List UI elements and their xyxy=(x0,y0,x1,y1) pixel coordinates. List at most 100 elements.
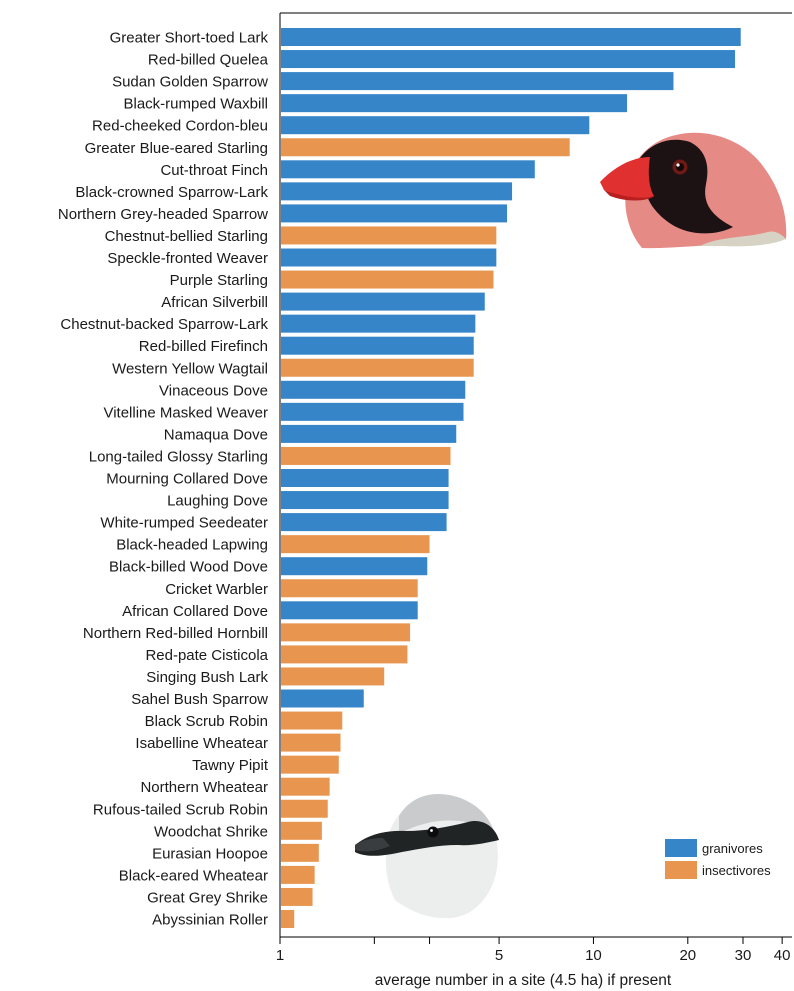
category-label: Namaqua Dove xyxy=(164,426,268,443)
category-label: Mourning Collared Dove xyxy=(106,471,268,488)
bar-34 xyxy=(281,777,330,796)
bar-36 xyxy=(281,821,322,840)
category-label: Laughing Dove xyxy=(167,493,268,510)
bar-40 xyxy=(281,910,295,928)
category-label: Western Yellow Wagtail xyxy=(112,360,268,377)
bar-20 xyxy=(281,469,449,487)
category-label: Long-tailed Glossy Starling xyxy=(89,448,268,465)
bar-8 xyxy=(281,204,508,223)
x-axis-title: average number in a site (4.5 ha) if pre… xyxy=(375,972,672,989)
category-label: Red-billed Quelea xyxy=(148,52,269,69)
bar-22 xyxy=(281,513,447,532)
legend-swatch-granivores xyxy=(665,839,697,857)
category-label: Greater Short-toed Lark xyxy=(110,30,269,47)
bar-28 xyxy=(281,645,408,664)
bar-3 xyxy=(281,94,628,113)
bar-27 xyxy=(281,623,411,642)
category-label: Woodchat Shrike xyxy=(154,823,268,840)
category-label: Chestnut-backed Sparrow-Lark xyxy=(60,316,268,333)
category-label: Sahel Bush Sparrow xyxy=(131,691,268,708)
bar-23 xyxy=(281,535,430,554)
bar-9 xyxy=(281,226,497,245)
category-label: Sudan Golden Sparrow xyxy=(112,74,268,91)
bar-31 xyxy=(281,711,343,730)
bar-30 xyxy=(281,689,364,708)
category-label: Rufous-tailed Scrub Robin xyxy=(93,801,268,818)
axes-layer: 1 5 10 20 30 40 xyxy=(276,12,792,964)
x-tick-label: 10 xyxy=(585,947,602,964)
bar-26 xyxy=(281,601,418,620)
category-label: Tawny Pipit xyxy=(192,757,269,774)
category-label: Cricket Warbler xyxy=(165,581,268,598)
bar-6 xyxy=(281,160,535,179)
bar-38 xyxy=(281,865,315,884)
x-tick-label: 40 xyxy=(774,947,791,964)
bar-7 xyxy=(281,182,513,201)
category-label: Speckle-fronted Weaver xyxy=(107,250,268,267)
category-label: Black-billed Wood Dove xyxy=(109,559,268,576)
legend-label-granivores: granivores xyxy=(702,841,763,856)
category-label: Red-cheeked Cordon-bleu xyxy=(92,118,268,135)
quelea-head-illustration xyxy=(600,132,787,249)
x-tick-label: 30 xyxy=(735,947,752,964)
bar-21 xyxy=(281,491,449,510)
category-label: Red-pate Cisticola xyxy=(145,647,268,664)
bar-15 xyxy=(281,358,474,377)
bars-layer xyxy=(281,28,741,928)
category-label: African Collared Dove xyxy=(122,603,268,620)
bar-35 xyxy=(281,799,328,818)
bar-19 xyxy=(281,446,451,465)
category-label: Singing Bush Lark xyxy=(146,669,268,686)
category-label: Purple Starling xyxy=(170,272,268,289)
legend-label-insectivores: insectivores xyxy=(702,863,771,878)
bar-10 xyxy=(281,248,497,267)
bar-13 xyxy=(281,314,476,333)
category-label: Greater Blue-eared Starling xyxy=(85,140,268,157)
bar-25 xyxy=(281,579,418,598)
legend-swatch-insectivores xyxy=(665,861,697,879)
bar-37 xyxy=(281,843,319,862)
x-tick-label: 20 xyxy=(679,947,696,964)
category-label: Abyssinian Roller xyxy=(152,912,268,929)
category-label: Vitelline Masked Weaver xyxy=(103,404,268,421)
category-label: Red-billed Firefinch xyxy=(139,338,268,355)
bar-11 xyxy=(281,270,494,289)
bar-17 xyxy=(281,402,464,421)
category-label: Northern Wheatear xyxy=(140,779,268,796)
bar-14 xyxy=(281,336,474,355)
bar-0 xyxy=(281,28,741,46)
bar-4 xyxy=(281,116,590,135)
category-label: Black Scrub Robin xyxy=(145,713,268,730)
category-label: Black-crowned Sparrow-Lark xyxy=(75,184,268,201)
bar-32 xyxy=(281,733,341,752)
bar-33 xyxy=(281,755,339,774)
legend: granivores insectivores xyxy=(665,839,771,879)
category-label: Isabelline Wheatear xyxy=(135,735,268,752)
category-label: Cut-throat Finch xyxy=(160,162,268,179)
bar-39 xyxy=(281,887,313,906)
bar-5 xyxy=(281,138,570,157)
bar-29 xyxy=(281,667,385,686)
bar-1 xyxy=(281,50,736,69)
category-label: White-rumped Seedeater xyxy=(100,515,268,532)
category-label: Eurasian Hoopoe xyxy=(152,845,268,862)
category-label: Black-eared Wheatear xyxy=(119,867,268,884)
bar-24 xyxy=(281,557,428,576)
bar-18 xyxy=(281,424,457,443)
category-label: Northern Grey-headed Sparrow xyxy=(58,206,268,223)
bar-2 xyxy=(281,72,674,91)
x-tick-label: 1 xyxy=(276,947,284,964)
shrike-head-illustration xyxy=(355,793,499,919)
category-label: Vinaceous Dove xyxy=(159,382,268,399)
x-tick-label: 5 xyxy=(495,947,503,964)
category-label: Great Grey Shrike xyxy=(147,889,268,906)
category-label: Northern Red-billed Hornbill xyxy=(83,625,268,642)
category-label: African Silverbill xyxy=(161,294,268,311)
category-label: Chestnut-bellied Starling xyxy=(105,228,268,245)
bar-12 xyxy=(281,292,485,311)
category-label: Black-headed Lapwing xyxy=(116,537,268,554)
bar-16 xyxy=(281,380,466,399)
category-label: Black-rumped Waxbill xyxy=(124,96,269,113)
category-labels-layer: Greater Short-toed Lark Red-billed Quelea… xyxy=(58,30,269,929)
